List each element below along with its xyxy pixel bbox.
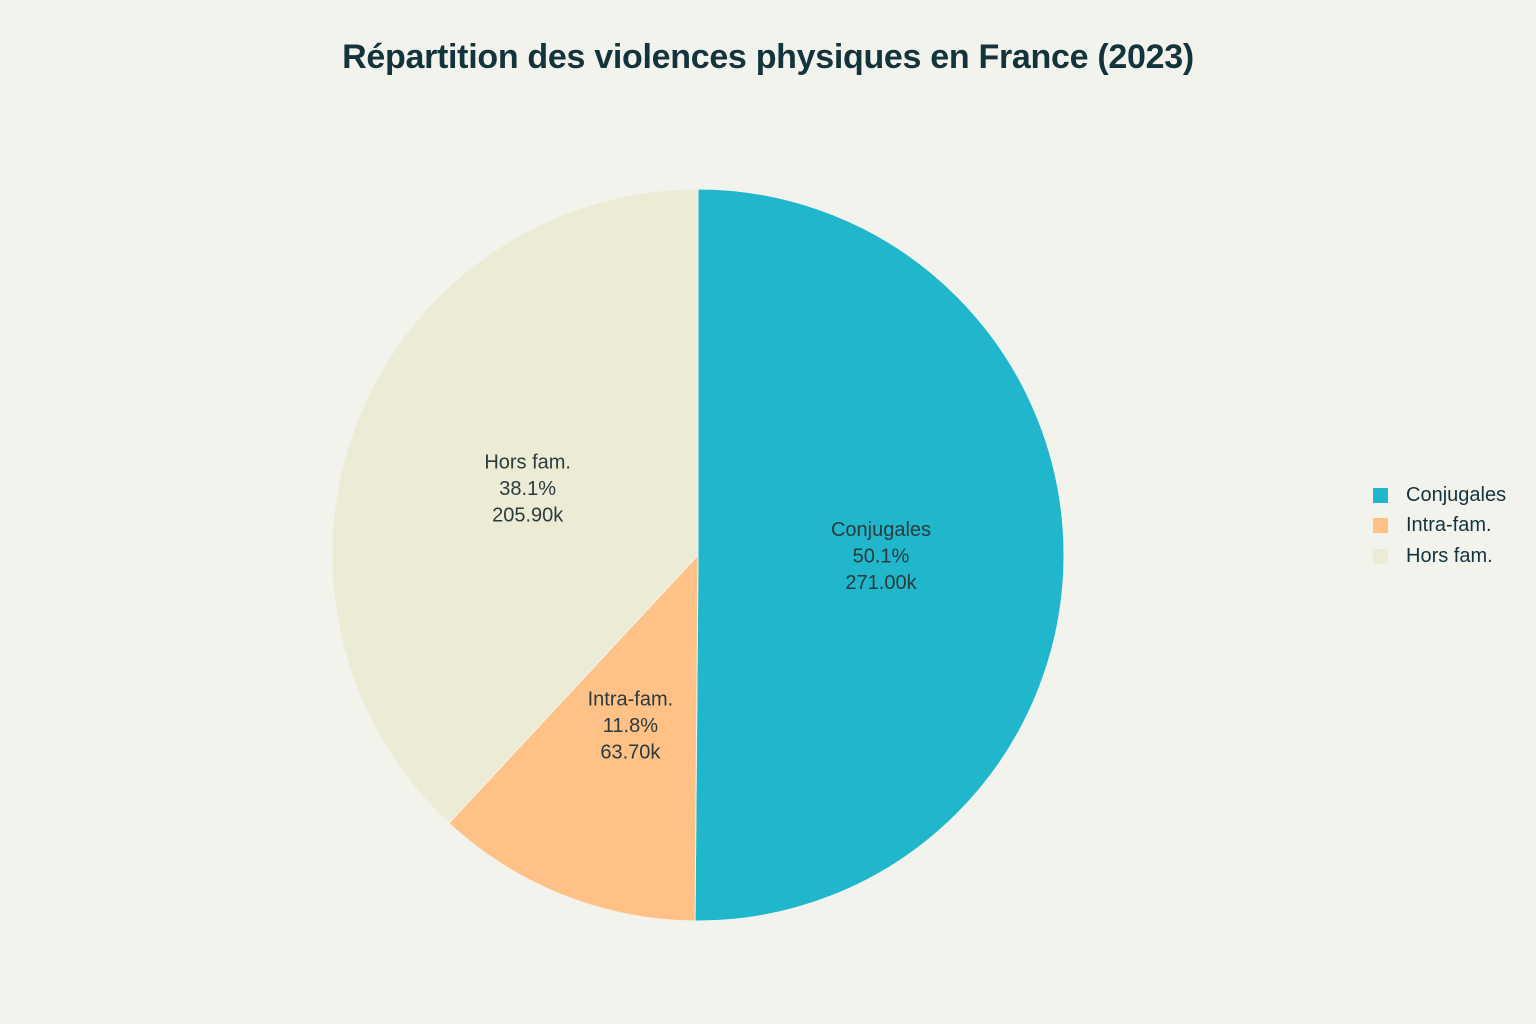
legend-label: Hors fam. xyxy=(1406,544,1493,567)
pie-slice-intra-fam[interactable] xyxy=(448,553,699,922)
pie-slices xyxy=(331,188,1065,922)
slice-value-label: 271.00k xyxy=(845,572,917,594)
slice-label: Intra-fam. 11.8% 63.70k xyxy=(588,689,674,764)
slice-category-label: Hors fam. xyxy=(484,452,571,474)
slice-label: Hors fam. 38.1% 205.90k xyxy=(484,452,571,527)
slice-label: Conjugales 50.1% 271.00k xyxy=(831,519,931,594)
pie-slice-hors-fam[interactable] xyxy=(331,188,699,824)
slice-category-label: Conjugales xyxy=(831,519,931,541)
legend-swatch xyxy=(1373,487,1388,503)
pie-labels: Conjugales 50.1% 271.00k Intra-fam. 11.8% 63.… xyxy=(484,452,931,764)
pie-slice-conjugales[interactable] xyxy=(694,188,1065,922)
slice-percent-label: 50.1% xyxy=(853,546,910,568)
slice-percent-label: 38.1% xyxy=(499,478,556,500)
legend-item-intra-fam[interactable]: Intra-fam. xyxy=(1373,511,1506,542)
legend-item-hors-fam[interactable]: Hors fam. xyxy=(1373,541,1506,572)
legend-swatch xyxy=(1373,548,1388,564)
slice-value-label: 63.70k xyxy=(600,742,661,764)
legend-label: Intra-fam. xyxy=(1406,514,1492,537)
legend-label: Conjugales xyxy=(1406,483,1507,506)
legend-swatch xyxy=(1373,518,1388,534)
legend: Conjugales Intra-fam. Hors fam. xyxy=(1373,480,1506,572)
chart-title: Répartition des violences physiques en F… xyxy=(342,38,1194,76)
legend-item-conjugales[interactable]: Conjugales xyxy=(1373,480,1506,511)
slice-percent-label: 11.8% xyxy=(603,715,658,737)
slice-category-label: Intra-fam. xyxy=(588,689,674,711)
slice-value-label: 205.90k xyxy=(492,505,564,527)
